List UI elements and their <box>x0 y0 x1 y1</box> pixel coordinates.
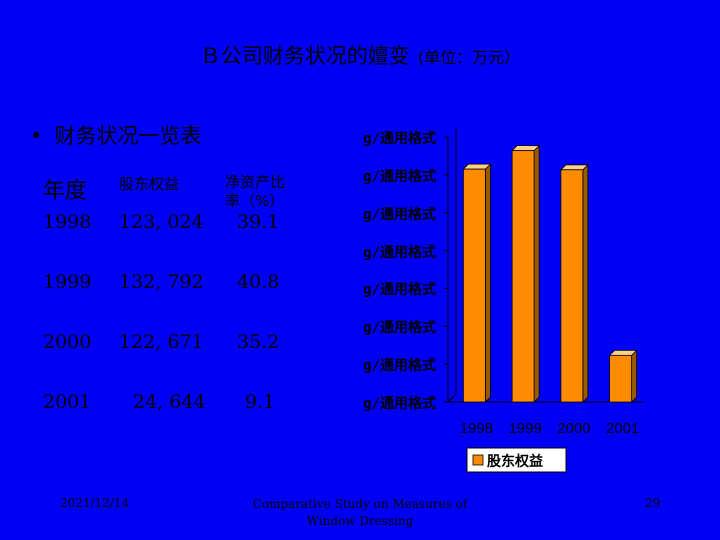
cell-equity: 24, 644 <box>133 391 206 413</box>
cell-year: 1998 <box>43 211 92 233</box>
footer-page-number: 29 <box>645 496 661 510</box>
cell-ratio: 9.1 <box>245 391 276 413</box>
cell-equity: 123, 024 <box>119 211 204 233</box>
header-ratio-line1: 净资产比 <box>225 173 286 191</box>
cell-ratio: 35.2 <box>237 331 280 353</box>
y-tick-label: g/通用格式 <box>363 168 436 185</box>
cell-equity: 132, 792 <box>119 271 204 293</box>
title-unit: (单位：万元） <box>417 48 521 67</box>
bullet-icon: • <box>30 124 43 148</box>
financial-table: 年度 股东权益 净资产比 率（%） 1998 123, 024 39.1 199… <box>43 163 285 451</box>
y-tick-label: g/通用格式 <box>363 206 436 223</box>
x-tick-label: 1998 <box>460 420 493 437</box>
x-tick-label: 2001 <box>606 420 639 437</box>
cell-ratio: 40.8 <box>237 271 280 293</box>
bar-side <box>533 144 540 403</box>
bar-side <box>631 349 638 403</box>
cell-year: 1999 <box>43 271 92 293</box>
bullet-heading: • 财务状况一览表 <box>30 120 201 150</box>
legend-label: 股东权益 <box>487 453 543 470</box>
bar-side <box>484 163 491 403</box>
y-tick-label: g/通用格式 <box>363 282 436 299</box>
y-tick-label: g/通用格式 <box>363 320 436 337</box>
bar-top <box>559 164 589 171</box>
bar-top <box>608 349 638 356</box>
x-tick-label: 2000 <box>557 420 590 437</box>
footer-date: 2021/12/14 <box>60 496 130 510</box>
table-row: 2000 122, 671 35.2 <box>43 331 285 391</box>
bar <box>609 354 633 403</box>
y-tick-label: g/通用格式 <box>363 131 436 147</box>
table-row: 2001 24, 644 9.1 <box>43 391 285 451</box>
table-header-row: 年度 股东权益 净资产比 率（%） <box>43 163 285 211</box>
legend-swatch <box>472 454 484 466</box>
plot-back-wall <box>447 129 457 403</box>
bullet-text: 财务状况一览表 <box>54 124 202 148</box>
bar <box>462 168 486 403</box>
cell-equity: 122, 671 <box>119 331 204 353</box>
footer-caption-line2: Window Dressing <box>306 514 414 528</box>
y-tick-label: g/通用格式 <box>363 244 436 261</box>
slide-title: Ｂ公司财务状况的嬗变 (单位：万元） <box>0 40 720 70</box>
cell-year: 2000 <box>43 331 92 353</box>
legend-box <box>466 447 567 473</box>
header-ratio: 净资产比 率（%） <box>225 163 285 211</box>
x-tick-label: 1999 <box>508 420 541 437</box>
bar <box>511 150 535 403</box>
footer-caption: Comparative Study on Measures of Window … <box>220 496 500 530</box>
footer-caption-line1: Comparative Study on Measures of <box>252 497 468 511</box>
table-row: 1998 123, 024 39.1 <box>43 211 285 271</box>
header-year: 年度 <box>43 179 88 204</box>
cell-ratio: 39.1 <box>237 211 280 233</box>
bar-side <box>582 163 589 403</box>
y-tick-label: g/通用格式 <box>363 358 436 375</box>
cell-year: 2001 <box>43 391 92 413</box>
bar <box>560 169 584 403</box>
bar-top <box>511 145 541 152</box>
header-ratio-line2: 率（%） <box>225 192 285 210</box>
y-tick-label: g/通用格式 <box>363 396 436 412</box>
title-text: Ｂ公司财务状况的嬗变 <box>199 44 410 68</box>
header-equity: 股东权益 <box>119 175 180 193</box>
bar-top <box>462 163 492 170</box>
table-row: 1999 132, 792 40.8 <box>43 271 285 331</box>
